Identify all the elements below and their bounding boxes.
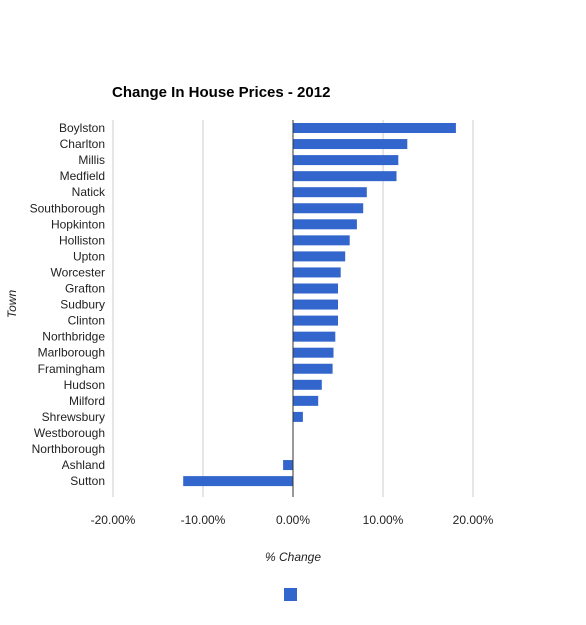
x-tick-label: 0.00% xyxy=(276,513,310,527)
bar xyxy=(293,139,408,150)
category-label: Natick xyxy=(72,185,106,199)
bar xyxy=(283,460,293,471)
x-axis-title: % Change xyxy=(265,550,321,564)
bar xyxy=(293,123,456,133)
bar xyxy=(183,476,293,487)
bar xyxy=(293,283,338,294)
bar xyxy=(293,331,336,342)
category-label: Medfield xyxy=(60,169,105,183)
bar xyxy=(293,171,397,182)
category-labels: Boylston Charlton Millis Medfield Natick Sout… xyxy=(30,121,106,488)
legend-swatch xyxy=(284,588,297,601)
category-label: Northbridge xyxy=(42,330,105,344)
bar xyxy=(293,235,350,246)
category-label: Marlborough xyxy=(38,346,105,360)
category-label: Milford xyxy=(69,394,105,408)
x-tick-label: -10.00% xyxy=(181,513,226,527)
y-axis-title: Town xyxy=(5,290,19,319)
x-tick-labels: -20.00% -10.00% 0.00% 10.00% 20.00% xyxy=(91,513,494,527)
bar xyxy=(293,219,357,230)
category-label: Charlton xyxy=(60,137,105,151)
bar xyxy=(293,299,338,310)
bar xyxy=(293,155,399,166)
bars xyxy=(183,123,456,487)
category-label: Hopkinton xyxy=(51,217,105,231)
bar xyxy=(293,187,367,198)
bar xyxy=(293,347,334,358)
bar xyxy=(293,379,322,390)
category-label: Northborough xyxy=(32,442,105,456)
bar xyxy=(293,267,341,278)
bar xyxy=(293,411,303,422)
category-label: Hudson xyxy=(64,378,105,392)
category-label: Sudbury xyxy=(60,298,105,312)
bar xyxy=(293,251,346,262)
category-label: Sutton xyxy=(70,474,105,488)
category-label: Southborough xyxy=(30,201,105,215)
category-label: Clinton xyxy=(68,314,105,328)
bar xyxy=(293,315,338,326)
category-label: Holliston xyxy=(59,233,105,247)
x-tick-label: -20.00% xyxy=(91,513,136,527)
category-label: Worcester xyxy=(51,265,105,279)
category-label: Framingham xyxy=(38,362,105,376)
x-tick-label: 20.00% xyxy=(453,513,494,527)
bar xyxy=(293,395,319,406)
bar xyxy=(293,363,333,374)
category-label: Boylston xyxy=(59,121,105,135)
category-label: Ashland xyxy=(62,458,105,472)
category-label: Grafton xyxy=(65,282,105,296)
chart-title: Change In House Prices - 2012 xyxy=(112,84,330,101)
bar xyxy=(293,203,364,214)
category-label: Millis xyxy=(78,153,105,167)
category-label: Upton xyxy=(73,249,105,263)
category-label: Shrewsbury xyxy=(42,410,105,424)
category-label: Westborough xyxy=(34,426,105,440)
x-tick-label: 10.00% xyxy=(363,513,404,527)
